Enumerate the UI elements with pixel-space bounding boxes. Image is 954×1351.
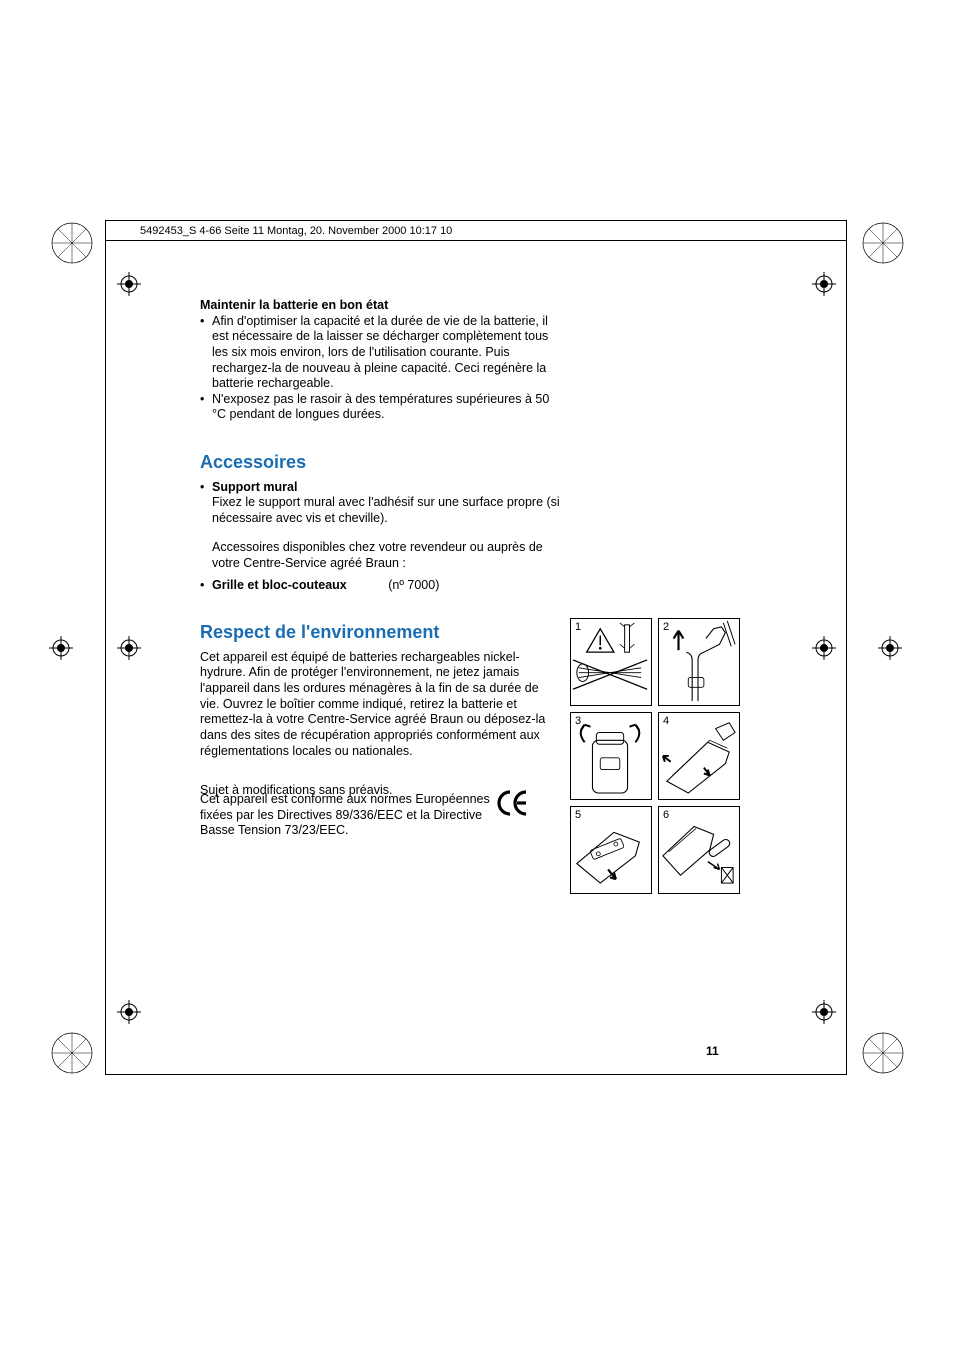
bullet-item: • N'exposez pas le rasoir à des températ… <box>200 392 560 423</box>
bullet-icon: • <box>200 578 212 594</box>
accessory-availability: Accessoires disponibles chez votre reven… <box>200 540 560 571</box>
diagram-illustration <box>571 807 651 893</box>
diagram-cell-6: 6 <box>658 806 740 894</box>
crosshair-icon <box>878 636 902 660</box>
heading-accessoires: Accessoires <box>200 451 560 474</box>
bullet-text: Afin d'optimiser la capacité et la durée… <box>212 314 560 392</box>
print-header: 5492453_S 4-66 Seite 11 Montag, 20. Nove… <box>140 225 452 237</box>
heading-environment: Respect de l'environnement <box>200 621 560 644</box>
support-mural-body: Fixez le support mural avec l'adhésif su… <box>212 495 560 525</box>
diagram-illustration <box>659 807 739 893</box>
registration-mark-icon <box>860 220 906 266</box>
diagram-illustration <box>659 713 739 799</box>
diagram-cell-1: 1 <box>570 618 652 706</box>
crosshair-icon <box>812 272 836 296</box>
ce-mark-icon <box>496 789 530 827</box>
bullet-text: N'exposez pas le rasoir à des températur… <box>212 392 560 423</box>
diagram-cell-2: 2 <box>658 618 740 706</box>
diagram-cell-3: 3 <box>570 712 652 800</box>
header-rule <box>105 240 847 241</box>
bullet-icon: • <box>200 480 212 527</box>
crosshair-icon <box>117 636 141 660</box>
crosshair-icon <box>117 1000 141 1024</box>
diagram-cell-4: 4 <box>658 712 740 800</box>
diagram-illustration <box>571 619 651 705</box>
registration-mark-icon <box>49 1030 95 1076</box>
crosshair-icon <box>117 272 141 296</box>
diagram-grid: 1 2 3 <box>570 618 740 894</box>
main-column: Maintenir la batterie en bon état • Afin… <box>200 298 560 799</box>
crosshair-icon <box>49 636 73 660</box>
crosshair-icon <box>812 636 836 660</box>
bullet-item: • Afin d'optimiser la capacité et la dur… <box>200 314 560 392</box>
ce-text: Cet appareil est conforme aux normes Eur… <box>200 792 490 839</box>
registration-mark-icon <box>49 220 95 266</box>
diagram-cell-5: 5 <box>570 806 652 894</box>
part-number: (nº 7000) <box>388 578 439 594</box>
bullet-text: Grille et bloc-couteaux (nº 7000) <box>212 578 560 594</box>
diagram-illustration <box>659 619 739 705</box>
bullet-text: Support mural Fixez le support mural ave… <box>212 480 560 527</box>
battery-subhead: Maintenir la batterie en bon état <box>200 298 560 314</box>
page-number: 11 <box>706 1044 719 1058</box>
ce-block: Cet appareil est conforme aux normes Eur… <box>200 792 560 839</box>
diagram-illustration <box>571 713 651 799</box>
environment-body: Cet appareil est équipé de batteries rec… <box>200 650 560 759</box>
bullet-icon: • <box>200 392 212 423</box>
bullet-item: • Support mural Fixez le support mural a… <box>200 480 560 527</box>
bullet-icon: • <box>200 314 212 392</box>
support-mural-label: Support mural <box>212 480 297 494</box>
registration-mark-icon <box>860 1030 906 1076</box>
bullet-item: • Grille et bloc-couteaux (nº 7000) <box>200 578 560 594</box>
crosshair-icon <box>812 1000 836 1024</box>
part-label: Grille et bloc-couteaux <box>212 578 347 592</box>
